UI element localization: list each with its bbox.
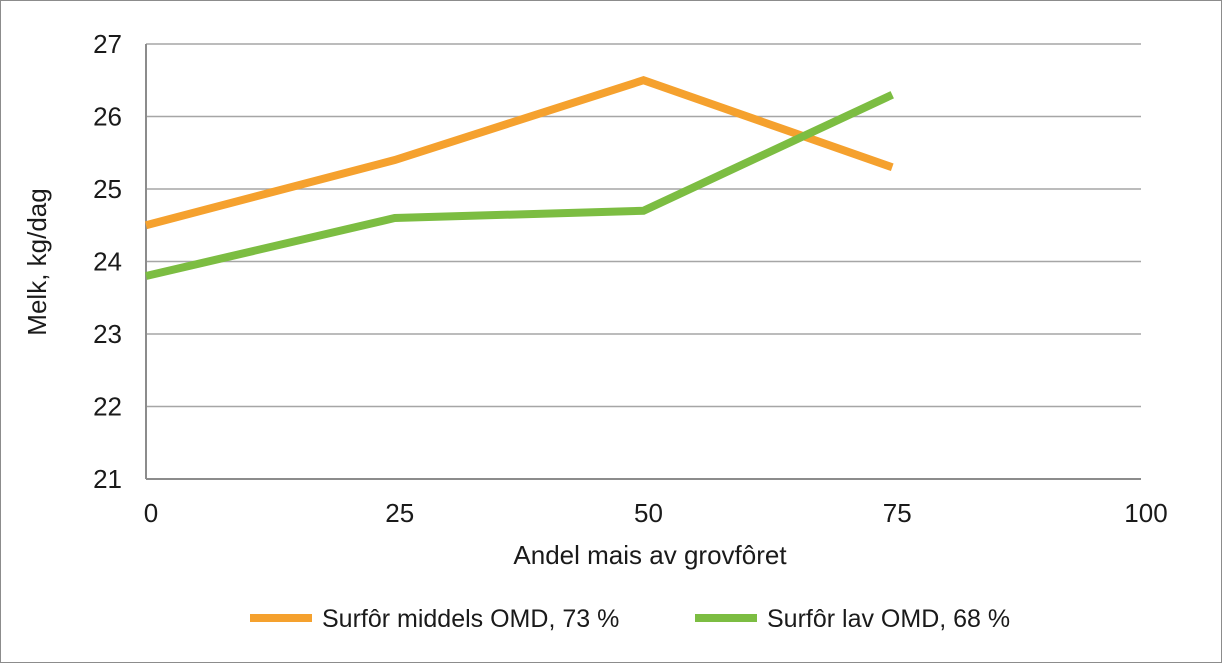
series-lines <box>144 76 894 280</box>
y-tick-label: 21 <box>93 464 122 494</box>
y-tick-label: 24 <box>93 247 122 277</box>
x-tick-label: 75 <box>883 498 912 528</box>
legend-label-1: Surfôr middels OMD, 73 % <box>322 605 619 633</box>
y-tick-label: 22 <box>93 392 122 422</box>
series-line-2 <box>145 91 894 280</box>
x-tick-label: 0 <box>144 498 158 528</box>
y-tick-label: 26 <box>93 102 122 132</box>
y-axis-title: Melk, kg/dag <box>22 188 52 335</box>
y-tick-label: 23 <box>93 319 122 349</box>
legend-label-2: Surfôr lav OMD, 68 % <box>767 605 1010 633</box>
y-tick-labels: 21 22 23 24 25 26 27 <box>93 29 122 494</box>
y-tick-label: 25 <box>93 174 122 204</box>
x-tick-labels: 0 25 50 75 100 <box>144 498 1168 528</box>
x-tick-label: 25 <box>385 498 414 528</box>
series-line-1 <box>144 76 894 230</box>
gridlines <box>146 43 1141 408</box>
axes <box>145 44 1141 480</box>
y-tick-label: 27 <box>93 29 122 59</box>
x-tick-label: 100 <box>1124 498 1167 528</box>
legend: Surfôr middels OMD, 73 % Surfôr lav OMD, … <box>250 605 1010 633</box>
x-axis-title: Andel mais av grovfôret <box>513 540 787 570</box>
x-tick-label: 50 <box>634 498 663 528</box>
